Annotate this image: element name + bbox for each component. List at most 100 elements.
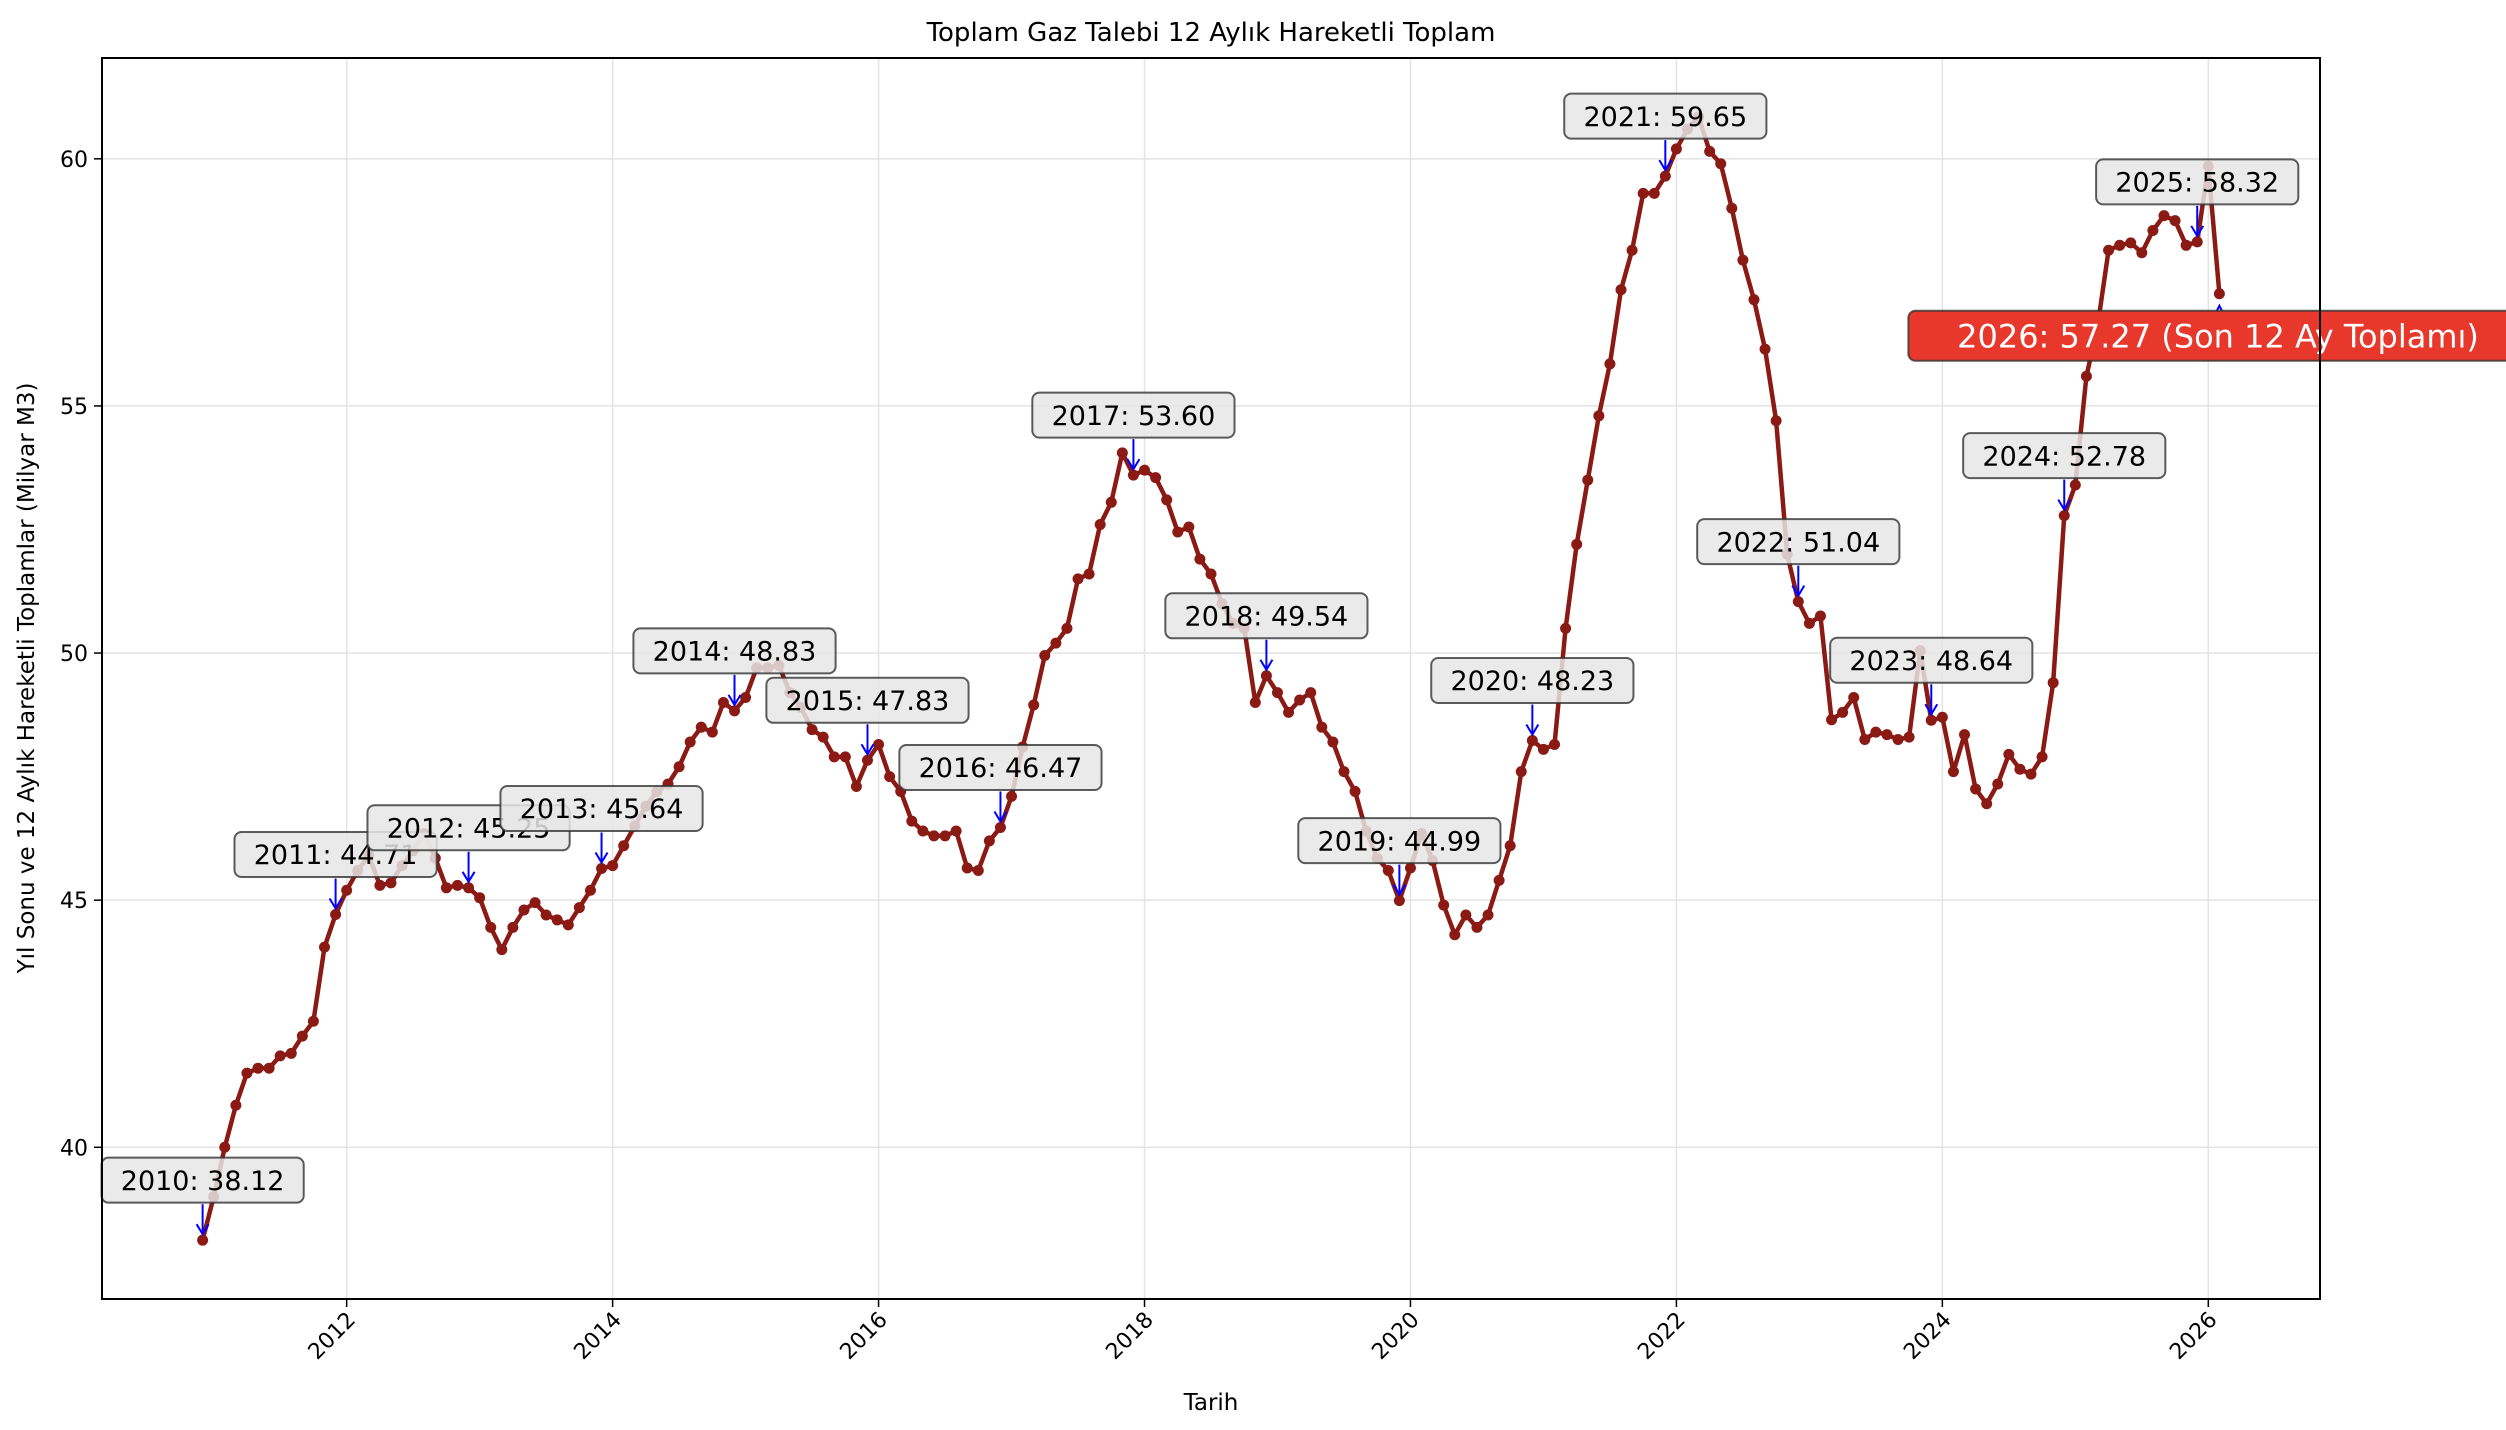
data-point — [252, 1062, 264, 1074]
data-point — [673, 761, 685, 773]
data-point — [1493, 874, 1505, 886]
data-point — [540, 909, 552, 921]
data-point — [1560, 622, 1572, 634]
data-point — [2058, 510, 2070, 522]
data-point — [230, 1099, 242, 1111]
arrow-head-icon — [1259, 659, 1274, 672]
data-point — [573, 902, 585, 914]
annotation-box — [1696, 518, 1901, 566]
year-annotation: 2016: 46.47 — [898, 744, 1103, 824]
year-annotation: 2010: 38.12 — [100, 1156, 305, 1237]
annotation-box — [1164, 592, 1369, 640]
arrow-head-icon — [461, 871, 476, 884]
arrow-head-icon — [1525, 724, 1540, 737]
data-point — [2125, 237, 2137, 249]
data-point — [1460, 909, 1472, 921]
data-point — [1648, 187, 1660, 199]
data-point — [740, 692, 752, 704]
data-point — [2136, 247, 2148, 259]
data-point — [806, 724, 818, 736]
data-point — [1471, 921, 1483, 933]
year-annotation: 2022: 51.04 — [1696, 518, 1901, 598]
data-point — [1249, 696, 1261, 708]
data-point — [307, 1015, 319, 1027]
arrow-head-icon — [1658, 159, 1673, 173]
data-point — [2169, 215, 2181, 227]
data-point — [263, 1062, 275, 1074]
data-point — [296, 1030, 308, 1042]
data-point — [607, 860, 619, 872]
data-point — [1127, 469, 1139, 481]
data-point — [1947, 766, 1959, 778]
data-point — [1726, 202, 1738, 214]
data-point — [839, 751, 851, 763]
data-point — [1382, 865, 1394, 877]
data-point — [1571, 538, 1583, 550]
annotation-label: 2016: 46.47 — [919, 753, 1083, 784]
data-point — [1526, 735, 1538, 747]
data-point — [1194, 553, 1206, 565]
data-point — [529, 897, 541, 909]
data-point — [1316, 721, 1328, 733]
data-point — [319, 941, 331, 953]
data-point — [2036, 751, 2048, 763]
data-point — [817, 731, 829, 743]
arrow-head-icon — [993, 810, 1008, 824]
data-point — [1814, 610, 1826, 622]
data-point — [2180, 239, 2192, 251]
annotation-label: 2021: 59.65 — [1583, 102, 1747, 133]
data-point — [1670, 143, 1682, 155]
data-point — [1537, 743, 1549, 755]
x-tick-label: 2022 — [1633, 1308, 1690, 1365]
arrow-head-icon — [1791, 585, 1806, 598]
year-annotation: 2015: 47.83 — [765, 676, 970, 757]
annotation-box — [1297, 817, 1502, 865]
data-point — [1992, 778, 2004, 790]
data-point — [1870, 726, 1882, 738]
data-point — [1504, 840, 1516, 852]
chart-title: Toplam Gaz Talebi 12 Aylık Hareketli Top… — [926, 18, 1496, 48]
x-axis-label: Tarih — [1183, 1390, 1239, 1416]
data-point — [1393, 895, 1405, 907]
highlight-annotation-box — [1907, 309, 2506, 362]
annotation-box — [2095, 158, 2300, 206]
data-point — [1327, 736, 1339, 748]
data-point — [2147, 224, 2159, 236]
plot-frame — [101, 57, 2321, 1300]
data-point — [341, 884, 353, 896]
year-annotation: 2013: 45.64 — [499, 785, 704, 865]
data-point — [374, 879, 386, 891]
year-annotation: 2024: 52.78 — [1962, 432, 2167, 512]
data-point — [496, 944, 508, 956]
data-point — [2069, 479, 2081, 491]
data-point — [2047, 677, 2059, 689]
data-point — [1859, 734, 1871, 746]
data-point — [994, 822, 1006, 834]
annotation-box — [1829, 636, 2034, 684]
data-point — [1737, 254, 1749, 266]
data-point — [1039, 650, 1051, 662]
year-annotation: 2018: 49.54 — [1164, 592, 1369, 672]
data-point — [1925, 714, 1937, 726]
year-annotation: 2025: 58.32 — [2095, 158, 2300, 238]
data-point — [1271, 687, 1283, 699]
data-point — [729, 705, 741, 717]
data-point — [1759, 343, 1771, 355]
data-point — [906, 815, 918, 827]
annotation-box — [632, 627, 837, 675]
annotation-box — [765, 676, 970, 724]
annotation-box — [1962, 432, 2167, 480]
annotation-label: 2022: 51.04 — [1716, 527, 1880, 558]
data-point — [1338, 766, 1350, 778]
data-point — [274, 1050, 286, 1062]
data-point — [1704, 145, 1716, 157]
arrow-head-icon — [328, 897, 343, 911]
annotation-box — [499, 785, 704, 833]
data-point — [518, 904, 530, 916]
data-point — [1139, 464, 1151, 476]
data-point — [939, 830, 951, 842]
data-point — [861, 754, 873, 766]
year-annotation: 2023: 48.64 — [1829, 636, 2034, 717]
data-point — [1050, 637, 1062, 649]
data-point — [2158, 210, 2170, 222]
